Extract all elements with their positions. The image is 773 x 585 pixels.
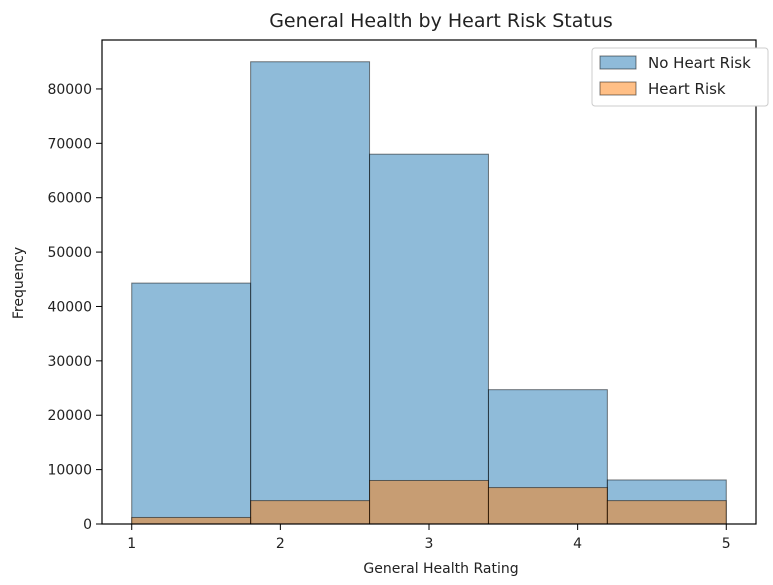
y-tick-label: 40000	[47, 299, 92, 315]
x-tick-label: 1	[127, 536, 136, 552]
bar-no-heart-risk-2	[250, 61, 371, 525]
x-tick-label: 2	[276, 536, 285, 552]
y-tick-label: 50000	[47, 245, 92, 261]
y-axis: 0 10000 20000 30000 40000 50000 60000 70000 8000…	[47, 82, 102, 533]
y-tick-label: 60000	[47, 191, 92, 207]
x-tick-label: 5	[722, 536, 731, 552]
y-tick-label: 20000	[47, 408, 92, 424]
bar-no-heart-risk-3	[369, 153, 489, 525]
bar-heart-risk-3	[369, 479, 489, 525]
legend: No Heart Risk Heart Risk	[591, 47, 769, 107]
y-tick-label: 70000	[47, 136, 92, 152]
bar-heart-risk-5	[606, 500, 727, 525]
x-axis-label: General Health Rating	[363, 561, 518, 577]
y-tick-label: 30000	[47, 354, 92, 370]
bar-no-heart-risk-1	[131, 282, 252, 525]
bars-layer	[131, 61, 727, 525]
bar-heart-risk-2	[250, 500, 371, 525]
legend-label-heart-risk: Heart Risk	[648, 80, 726, 98]
y-axis-label: Frequency	[11, 247, 27, 319]
bar-heart-risk-1	[131, 516, 252, 525]
x-axis: 1 2 3 4 5	[127, 524, 731, 552]
chart-title: General Health by Heart Risk Status	[269, 10, 613, 32]
y-tick-label: 10000	[47, 463, 92, 479]
x-tick-label: 3	[425, 536, 434, 552]
y-tick-label: 80000	[47, 82, 92, 98]
y-tick-label: 0	[83, 517, 92, 533]
legend-swatch-heart-risk	[599, 81, 637, 96]
legend-swatch-no-heart-risk	[599, 55, 637, 70]
bar-heart-risk-4	[487, 487, 608, 525]
x-tick-label: 4	[573, 536, 582, 552]
legend-label-no-heart-risk: No Heart Risk	[648, 54, 751, 72]
